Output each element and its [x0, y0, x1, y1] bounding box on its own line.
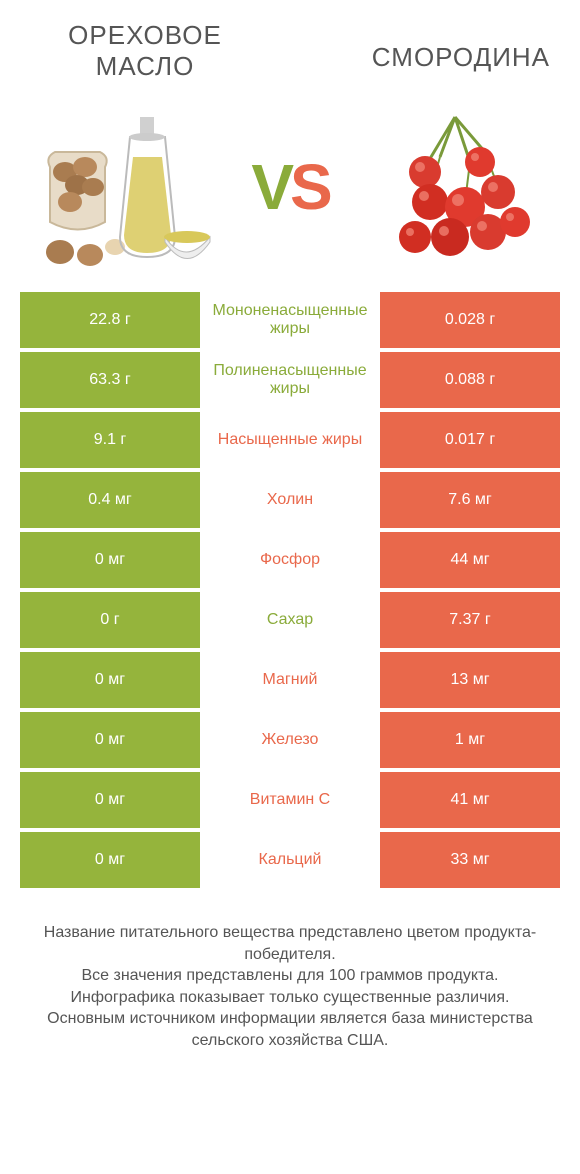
vs-letter-v: V [251, 151, 290, 223]
nutrient-label: Холин [200, 472, 380, 528]
left-value: 0 мг [20, 532, 200, 588]
table-row: 0 мгВитамин C41 мг [20, 772, 560, 828]
left-value: 63.3 г [20, 352, 200, 408]
footer-line: Все значения представлены для 100 граммо… [30, 965, 550, 987]
comparison-infographic: ОРЕХОВОЕ МАСЛО СМОРОДИНА [0, 0, 580, 1174]
nutrient-label: Фосфор [200, 532, 380, 588]
nutrient-label: Железо [200, 712, 380, 768]
nutrient-label: Сахар [200, 592, 380, 648]
table-row: 22.8 гМононенасыщенные жиры0.028 г [20, 292, 560, 348]
header: ОРЕХОВОЕ МАСЛО СМОРОДИНА [0, 0, 580, 92]
left-value: 0 мг [20, 772, 200, 828]
right-value: 1 мг [380, 712, 560, 768]
table-row: 0 мгФосфор44 мг [20, 532, 560, 588]
table-row: 63.3 гПолиненасыщенные жиры0.088 г [20, 352, 560, 408]
right-value: 7.37 г [380, 592, 560, 648]
nutrient-label: Магний [200, 652, 380, 708]
right-value: 13 мг [380, 652, 560, 708]
footer-notes: Название питательного вещества представл… [0, 922, 580, 1052]
table-row: 0 мгЖелезо1 мг [20, 712, 560, 768]
right-food-title: СМОРОДИНА [320, 20, 550, 73]
right-value: 41 мг [380, 772, 560, 828]
images-row: VS [0, 92, 580, 292]
footer-line: Инфографика показывает только существенн… [30, 987, 550, 1009]
currant-icon [360, 102, 550, 272]
table-row: 0.4 мгХолин7.6 мг [20, 472, 560, 528]
nutrient-label: Насыщенные жиры [200, 412, 380, 468]
footer-line: Основным источником информации является … [30, 1008, 550, 1051]
left-food-title: ОРЕХОВОЕ МАСЛО [30, 20, 260, 82]
table-row: 9.1 гНасыщенные жиры0.017 г [20, 412, 560, 468]
vs-letter-s: S [290, 151, 329, 223]
left-value: 9.1 г [20, 412, 200, 468]
left-value: 0 мг [20, 832, 200, 888]
nutrient-label: Мононенасыщенные жиры [200, 292, 380, 348]
table-row: 0 мгКальций33 мг [20, 832, 560, 888]
table-row: 0 мгМагний13 мг [20, 652, 560, 708]
nutrient-table: 22.8 гМононенасыщенные жиры0.028 г63.3 г… [20, 292, 560, 892]
left-value: 0 мг [20, 652, 200, 708]
table-row: 0 гСахар7.37 г [20, 592, 560, 648]
right-value: 0.017 г [380, 412, 560, 468]
right-value: 7.6 мг [380, 472, 560, 528]
left-value: 0 г [20, 592, 200, 648]
nutrient-label: Витамин C [200, 772, 380, 828]
left-value: 0.4 мг [20, 472, 200, 528]
nutrient-label: Полиненасыщенные жиры [200, 352, 380, 408]
nutrient-label: Кальций [200, 832, 380, 888]
right-value: 0.028 г [380, 292, 560, 348]
footer-line: Название питательного вещества представл… [30, 922, 550, 965]
walnut-oil-icon [30, 102, 220, 272]
right-value: 44 мг [380, 532, 560, 588]
right-value: 0.088 г [380, 352, 560, 408]
vs-badge: VS [251, 150, 328, 224]
right-value: 33 мг [380, 832, 560, 888]
left-value: 0 мг [20, 712, 200, 768]
left-value: 22.8 г [20, 292, 200, 348]
